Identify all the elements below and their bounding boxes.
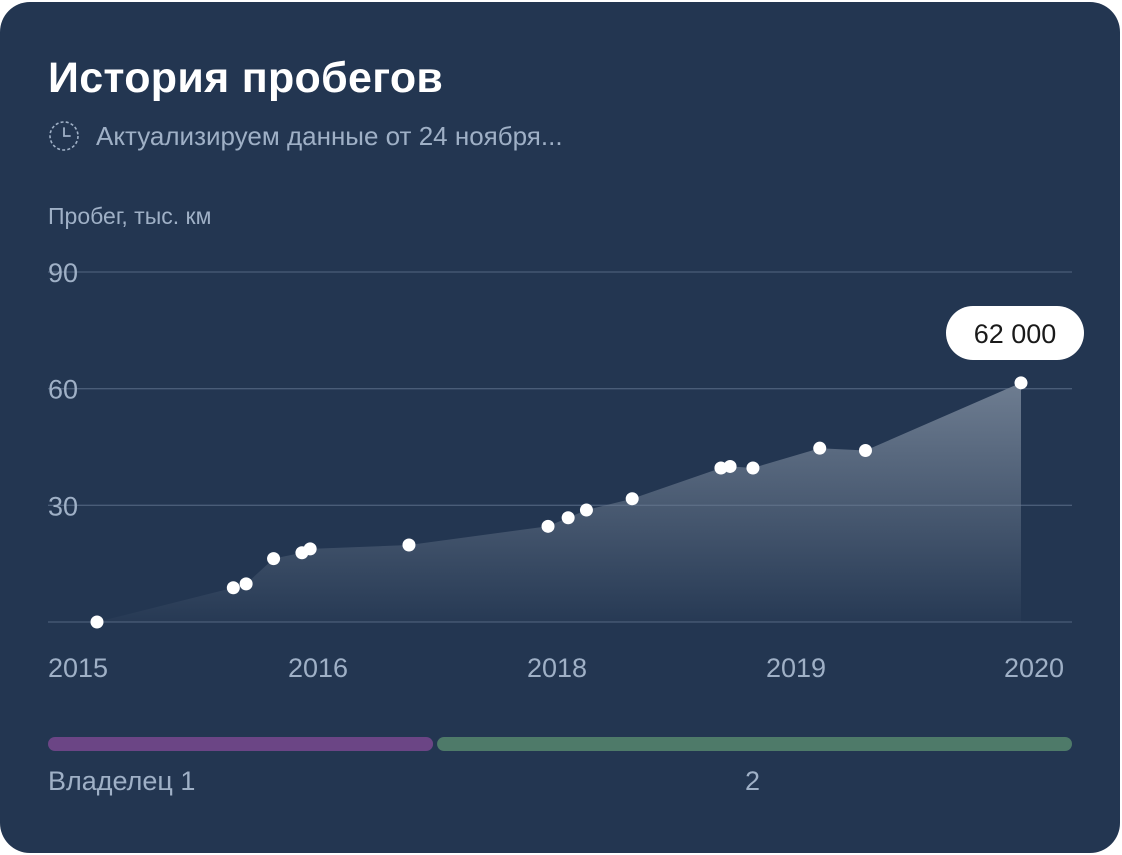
owner-1-label: Владелец 1 [48,766,196,796]
y-tick-label: 30 [48,491,78,521]
value-callout [946,306,1084,360]
data-point [541,519,555,533]
data-point [813,441,827,455]
clock-icon [49,121,79,151]
update-status-text: Актуализируем данные от 24 ноября... [96,120,563,151]
owner-2-bar [437,737,1072,751]
data-point [561,511,575,525]
mileage-area [97,382,1021,622]
owner-1-bar [48,737,434,751]
y-tick-label: 90 [48,258,78,288]
x-tick-label: 2015 [48,653,108,683]
data-point [226,581,240,595]
data-point [746,461,760,475]
value-callout-text: 62 000 [974,319,1057,349]
data-point [1014,376,1028,390]
x-tick-label: 2019 [766,653,826,683]
data-point [858,444,872,457]
y-axis-title: Пробег, тыс. км [48,203,211,229]
data-point [267,552,281,566]
owner-2-label: 2 [745,766,761,796]
x-tick-label: 2016 [288,653,348,683]
data-point [303,542,317,556]
x-tick-label: 2020 [1004,653,1064,683]
data-point [402,538,416,552]
page-title: История пробегов [48,54,444,102]
update-status: Актуализируем данные от 24 ноября... [48,119,563,153]
data-point [239,577,253,591]
data-point [723,459,737,473]
data-point [579,503,593,517]
x-tick-label: 2018 [527,653,587,683]
data-point [625,492,639,506]
data-point [90,615,104,629]
y-tick-label: 60 [48,375,78,405]
